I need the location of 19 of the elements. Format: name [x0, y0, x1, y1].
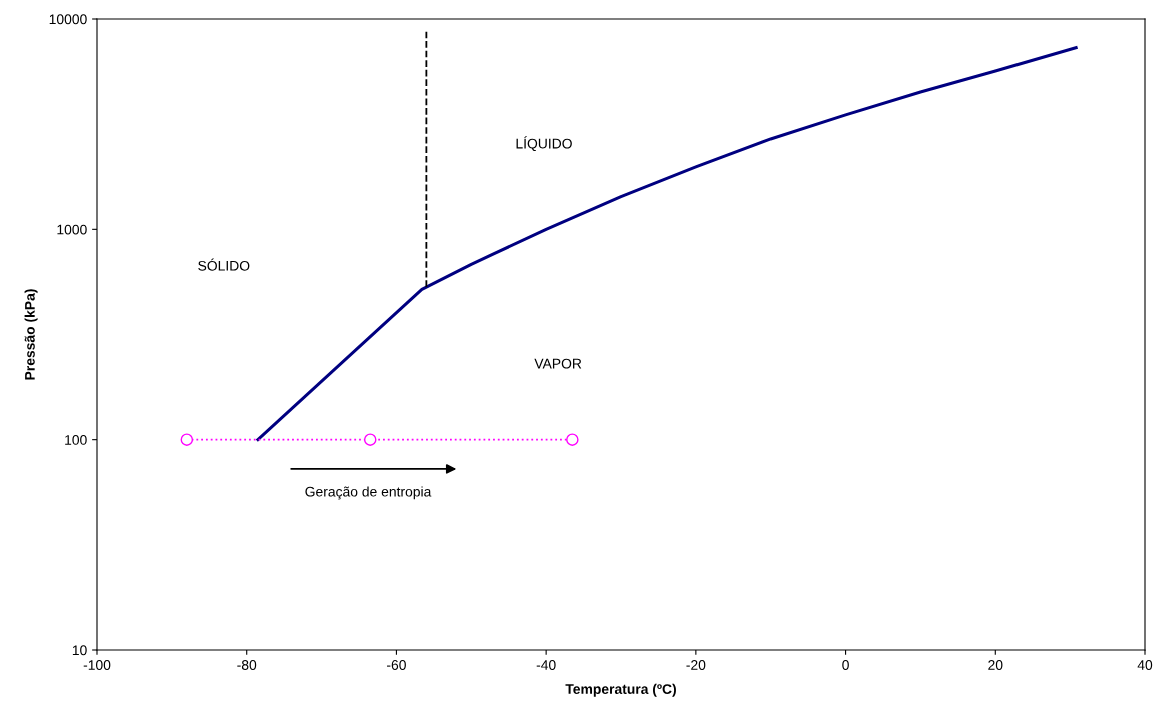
annotation: LÍQUIDO: [516, 136, 572, 152]
annotation: SÓLIDO: [198, 258, 250, 271]
y-tick-label: 1000: [57, 224, 87, 235]
x-tick-label: -40: [536, 660, 556, 670]
x-tick-label: -100: [83, 660, 111, 670]
x-tick-label: 0: [842, 660, 849, 670]
x-tick-label: 40: [1137, 660, 1153, 670]
x-axis-title: Temperatura (ºC): [565, 683, 676, 697]
y-tick-label: 10000: [49, 14, 87, 25]
line-series: [256, 46, 1078, 442]
y-tick-label: 100: [65, 435, 87, 445]
annotation: VAPOR: [534, 358, 582, 369]
x-tick-label: 20: [988, 660, 1003, 670]
annotation: Geração de entropia: [305, 486, 432, 500]
y-axis-title: Pressão (kPa): [24, 289, 38, 380]
x-tick-label: -20: [686, 660, 706, 670]
x-tick-label: -60: [387, 660, 406, 670]
x-tick-label: -80: [237, 660, 257, 670]
y-tick-label: 10: [72, 645, 87, 656]
